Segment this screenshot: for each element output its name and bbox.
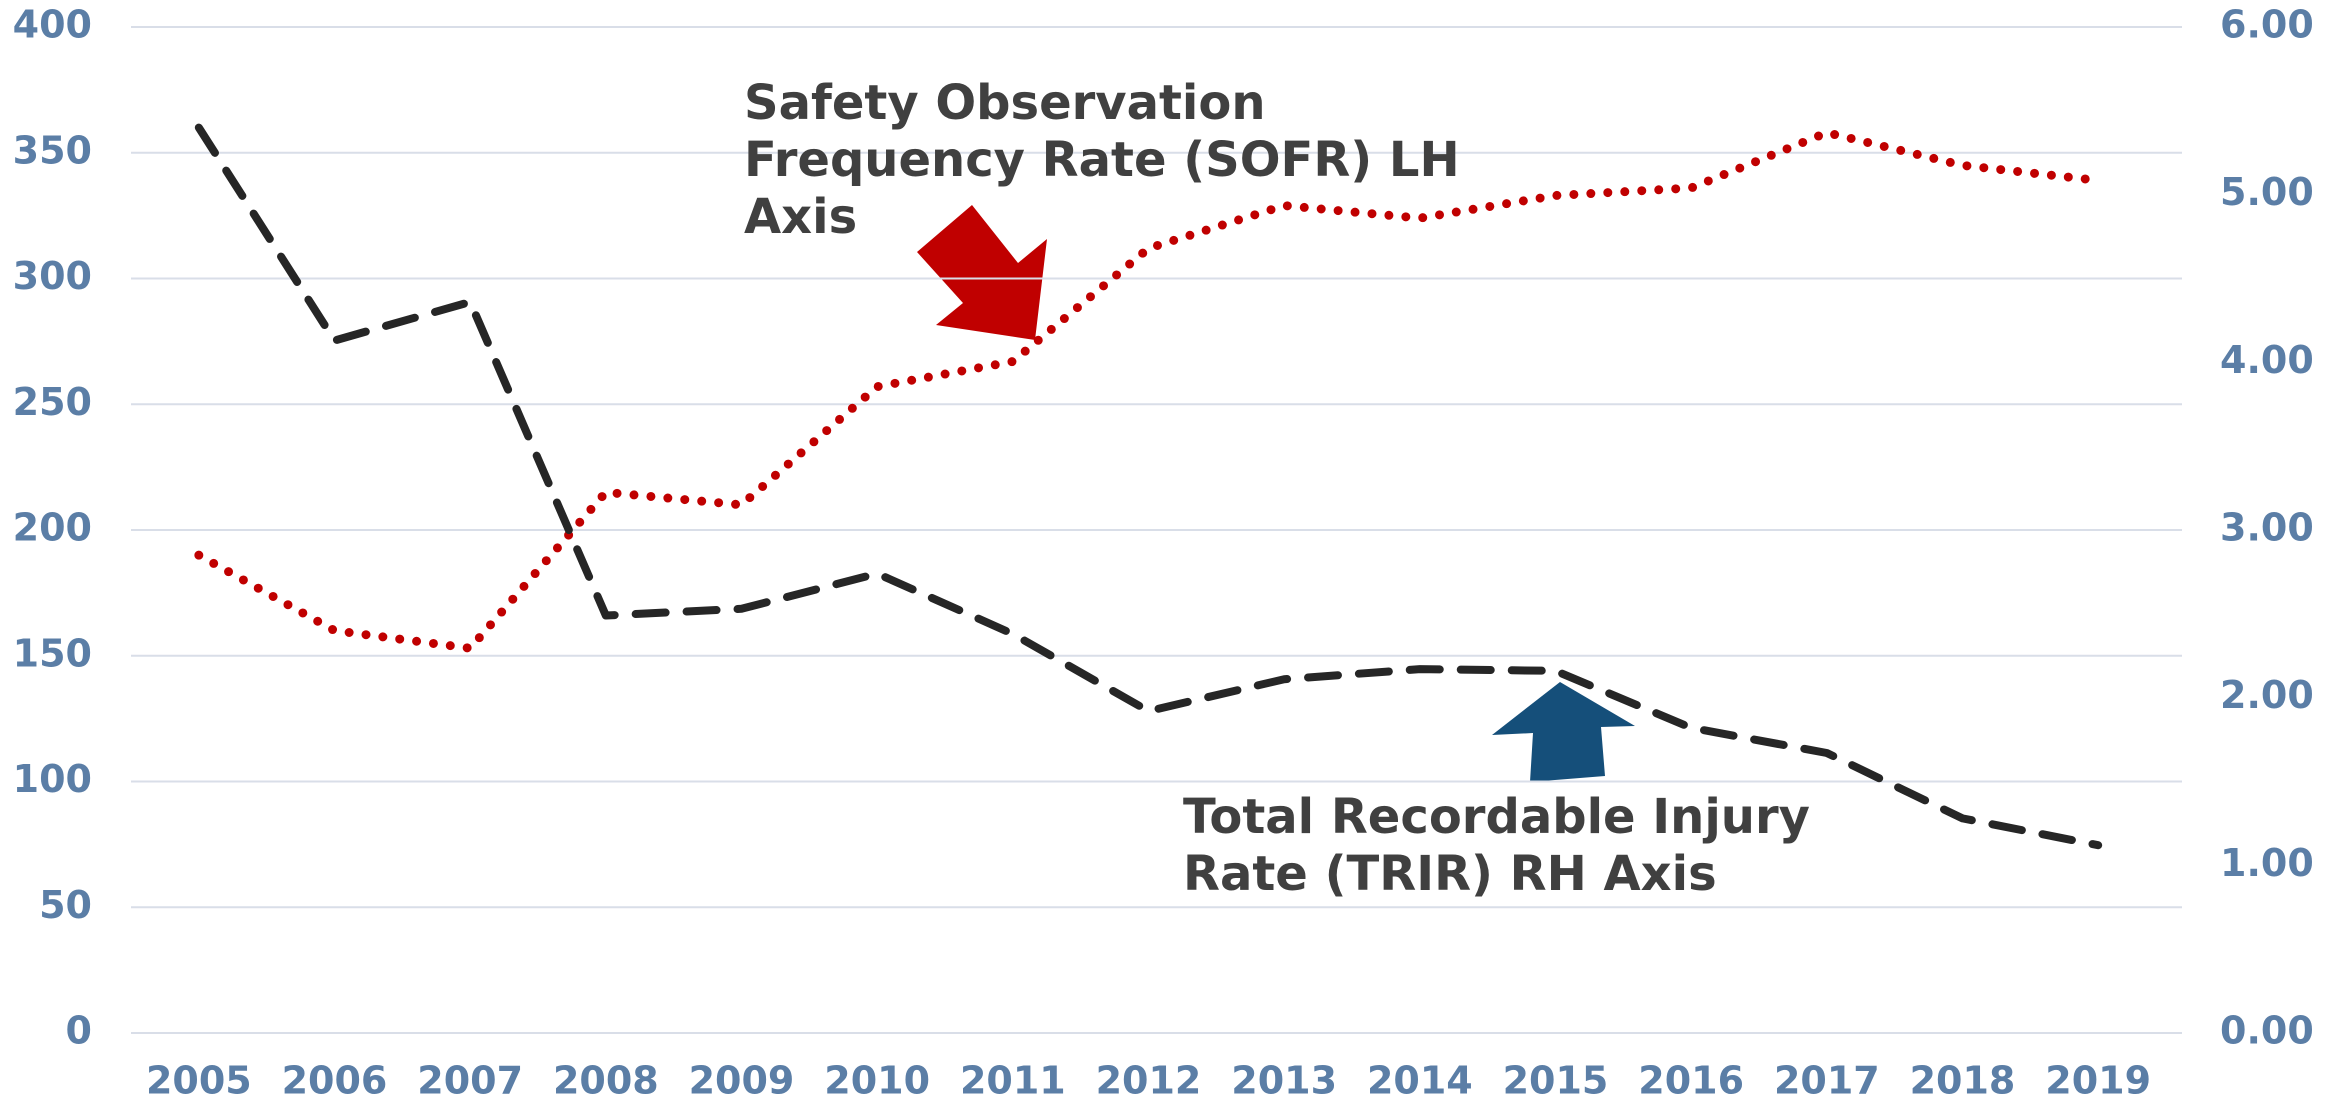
y-tick-label: 400 <box>13 3 92 47</box>
x-tick-label: 2015 <box>1503 1059 1609 1102</box>
y2-tick-label: 4.00 <box>2220 338 2314 382</box>
y2-tick-label: 0.00 <box>2220 1009 2314 1053</box>
x-tick-label: 2013 <box>1231 1059 1337 1102</box>
y2-tick-label: 2.00 <box>2220 673 2314 717</box>
x-tick-label: 2005 <box>146 1059 252 1102</box>
y-tick-label: 0 <box>66 1009 92 1053</box>
x-tick-label: 2017 <box>1774 1059 1880 1102</box>
series-line <box>194 123 2103 850</box>
x-tick-label: 2012 <box>1096 1059 1202 1102</box>
sofr-arrow <box>917 205 1047 340</box>
x-tick-label: 2007 <box>417 1059 523 1102</box>
series-line <box>194 128 2103 653</box>
annotation-text: Frequency Rate (SOFR) LH <box>744 132 1460 188</box>
x-tick-label: 2011 <box>960 1059 1066 1102</box>
y-tick-label: 300 <box>13 254 92 298</box>
y2-tick-label: 1.00 <box>2220 841 2314 885</box>
y2-tick-label: 5.00 <box>2220 170 2314 214</box>
y2-tick-label: 3.00 <box>2220 506 2314 550</box>
y-tick-label: 100 <box>13 757 92 801</box>
annotation-text: Rate (TRIR) RH Axis <box>1183 846 1717 902</box>
y-tick-label: 150 <box>13 631 92 675</box>
x-tick-label: 2019 <box>2045 1059 2151 1102</box>
y-tick-label: 350 <box>13 128 92 172</box>
x-tick-label: 2010 <box>824 1059 930 1102</box>
y2-tick-label: 6.00 <box>2220 3 2314 47</box>
trir-arrow <box>1492 682 1635 782</box>
y-tick-label: 200 <box>13 506 92 550</box>
annotation-text: Total Recordable Injury <box>1183 789 1810 845</box>
x-tick-label: 2018 <box>1910 1059 2016 1102</box>
annotation-text: Safety Observation <box>744 75 1266 131</box>
y-tick-label: 250 <box>13 380 92 424</box>
y-tick-label: 50 <box>39 883 92 927</box>
annotation-text: Axis <box>744 189 857 245</box>
x-tick-label: 2014 <box>1367 1059 1473 1102</box>
x-tick-label: 2008 <box>553 1059 659 1102</box>
x-tick-label: 2009 <box>689 1059 795 1102</box>
x-tick-label: 2006 <box>282 1059 388 1102</box>
x-tick-label: 2016 <box>1638 1059 1744 1102</box>
